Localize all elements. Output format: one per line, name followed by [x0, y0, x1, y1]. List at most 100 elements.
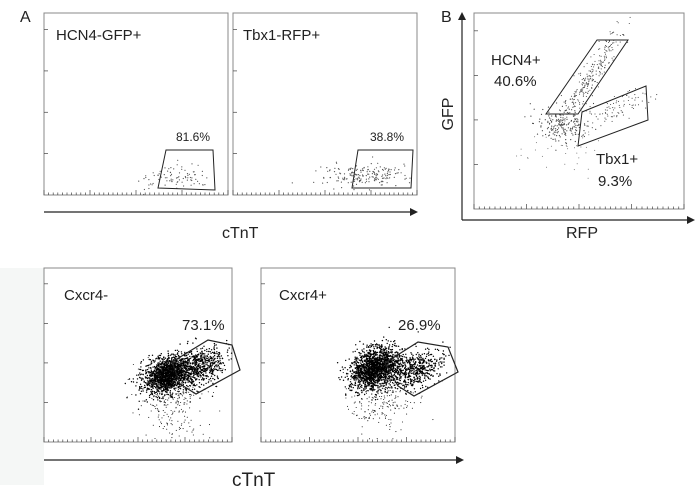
event-point: [366, 364, 368, 366]
event-point: [605, 118, 607, 120]
event-point: [386, 355, 389, 357]
event-point: [367, 390, 369, 392]
event-point: [156, 376, 158, 378]
event-point: [210, 375, 213, 377]
event-point: [207, 376, 209, 378]
event-point: [608, 50, 610, 52]
event-point: [564, 128, 566, 130]
event-point: [169, 379, 172, 382]
event-point: [164, 404, 166, 406]
event-point: [587, 177, 589, 179]
event-point: [353, 379, 355, 381]
event-point: [181, 379, 183, 381]
event-point: [157, 357, 160, 359]
event-point: [158, 379, 160, 381]
event-point: [348, 386, 351, 388]
event-point: [194, 356, 197, 358]
event-point: [356, 356, 358, 359]
event-point: [573, 125, 575, 127]
event-point: [584, 85, 586, 87]
event-point: [605, 45, 607, 47]
event-point: [142, 388, 144, 390]
event-point: [637, 96, 639, 98]
event-point: [369, 360, 372, 363]
event-point: [177, 387, 179, 389]
event-point: [192, 380, 195, 382]
event-point: [392, 363, 394, 365]
event-point: [139, 383, 142, 385]
event-point: [553, 127, 555, 129]
event-point: [161, 386, 164, 388]
event-point: [642, 92, 644, 94]
event-point: [193, 383, 195, 385]
event-point: [170, 395, 172, 397]
event-point: [150, 410, 152, 412]
event-point: [355, 377, 357, 379]
event-point: [564, 133, 566, 136]
event-point: [598, 140, 599, 142]
event-point: [599, 73, 601, 75]
event-point: [354, 362, 356, 364]
event-point: [182, 391, 184, 393]
event-point: [628, 117, 630, 119]
event-point: [141, 373, 143, 375]
event-point: [379, 386, 381, 388]
event-point: [170, 173, 173, 175]
event-point: [355, 371, 357, 373]
event-point: [177, 404, 179, 406]
event-point: [364, 182, 366, 184]
event-point: [162, 376, 164, 379]
event-point: [393, 369, 396, 372]
event-point: [165, 398, 167, 401]
event-point: [561, 105, 564, 107]
event-point: [166, 359, 168, 361]
event-point: [150, 374, 152, 376]
event-point: [208, 357, 210, 359]
event-point: [160, 400, 162, 403]
event-point: [356, 179, 359, 181]
event-point: [140, 379, 143, 381]
event-point: [131, 393, 133, 396]
event-point: [160, 390, 162, 392]
event-point: [206, 355, 209, 358]
event-point: [395, 359, 397, 361]
event-point: [164, 376, 166, 378]
event-point: [211, 351, 214, 354]
event-point: [385, 374, 387, 376]
event-point: [369, 346, 371, 348]
event-point: [384, 373, 386, 375]
event-point: [576, 145, 578, 147]
event-point: [588, 70, 590, 72]
event-point: [194, 357, 196, 360]
event-point: [141, 377, 143, 379]
event-point: [189, 401, 191, 403]
event-point: [199, 374, 201, 376]
event-point: [205, 363, 207, 365]
event-point: [604, 117, 606, 119]
event-point: [153, 405, 155, 407]
event-point: [193, 373, 195, 375]
event-point: [156, 369, 159, 371]
event-point: [206, 348, 208, 351]
event-point: [611, 33, 613, 35]
event-point: [565, 142, 567, 144]
event-point: [548, 111, 550, 113]
event-point: [157, 384, 159, 386]
plot-cxcr4-positive: Cxcr4+ 26.9%: [260, 267, 459, 443]
event-point: [151, 370, 153, 373]
event-point: [327, 170, 329, 172]
event-point: [358, 376, 361, 378]
event-point: [376, 380, 378, 382]
event-point: [211, 362, 213, 364]
event-point: [586, 87, 588, 90]
event-point: [164, 184, 166, 186]
event-point: [146, 389, 148, 391]
event-point: [215, 385, 217, 388]
event-point: [353, 185, 355, 187]
event-point: [648, 101, 650, 103]
event-point: [223, 364, 226, 367]
event-point: [395, 369, 397, 371]
event-point: [170, 417, 172, 419]
event-point: [519, 168, 521, 170]
event-point: [365, 370, 368, 372]
